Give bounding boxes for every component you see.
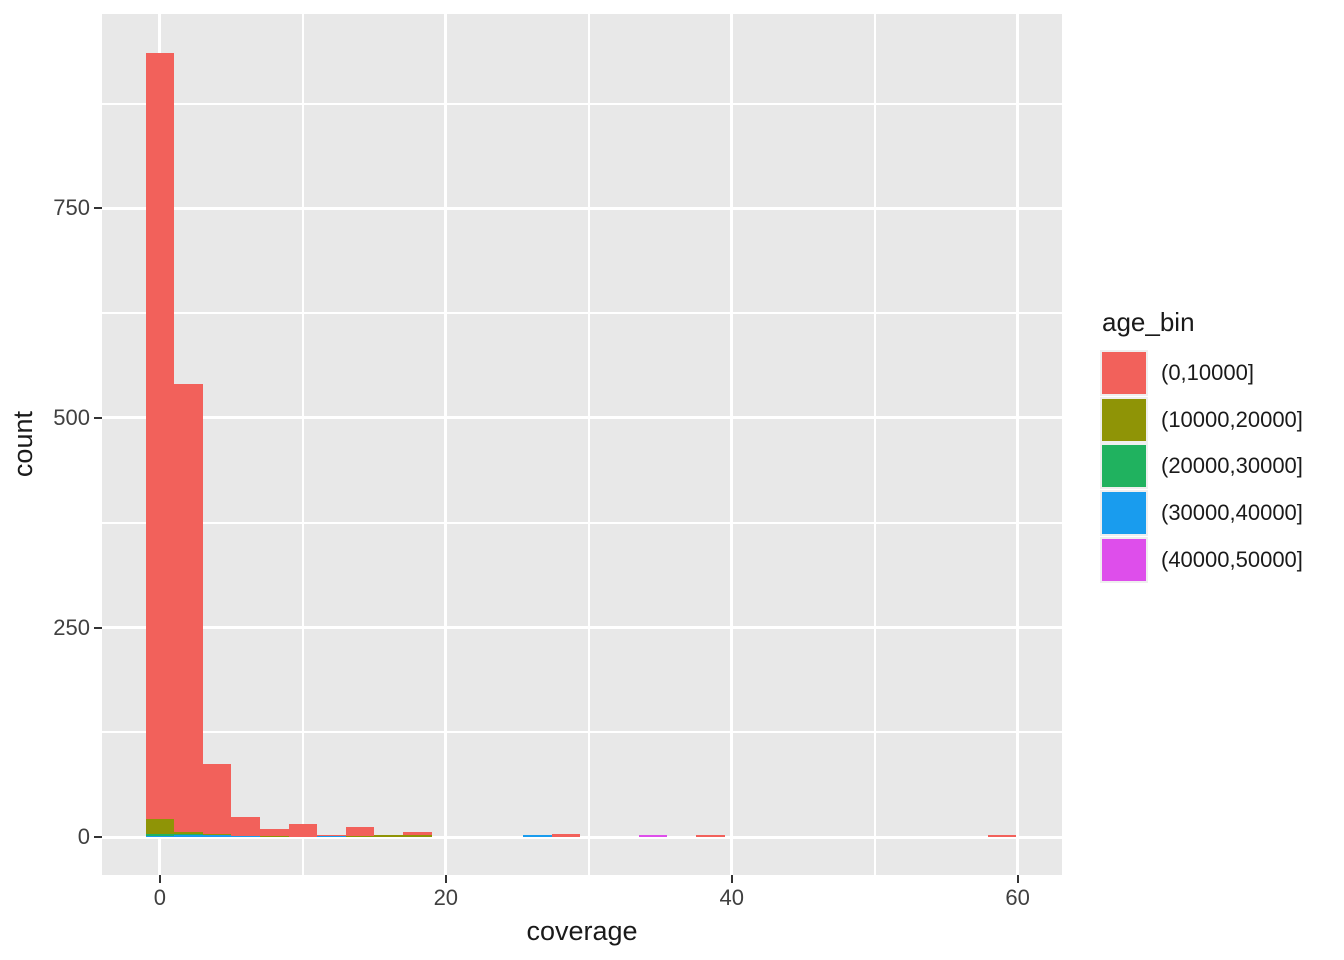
legend-label: (20000,30000] xyxy=(1161,453,1303,479)
bar-segment xyxy=(696,835,725,838)
legend-key: (40000,50000] xyxy=(1102,536,1340,583)
y-tick-mark xyxy=(94,836,102,839)
x-tick-mark xyxy=(1016,875,1019,883)
x-major-gridline xyxy=(730,14,734,875)
y-minor-gridline xyxy=(102,312,1062,315)
legend-key: (30000,40000] xyxy=(1102,490,1340,537)
bar-segment xyxy=(288,824,318,838)
bar-segment xyxy=(259,836,289,838)
legend: age_bin (0,10000] (10000,20000] (20000,300… xyxy=(1102,306,1340,583)
bar-segment xyxy=(231,816,260,837)
y-major-gridline xyxy=(102,206,1062,210)
bar-segment xyxy=(402,835,432,838)
x-minor-gridline xyxy=(587,14,590,875)
bar-segment xyxy=(174,831,203,835)
y-minor-gridline xyxy=(102,521,1062,524)
bar-segment xyxy=(317,834,346,836)
legend-label: (40000,50000] xyxy=(1161,546,1303,572)
x-axis-title: coverage xyxy=(526,916,638,946)
bar-segment xyxy=(145,819,175,834)
y-tick-label: 0 xyxy=(77,824,90,850)
bar-segment xyxy=(374,834,403,838)
bar-segment xyxy=(145,53,175,820)
legend-key: (20000,30000] xyxy=(1102,443,1340,490)
bar-segment xyxy=(231,836,260,838)
bar-segment xyxy=(202,834,232,838)
legend-title: age_bin xyxy=(1102,307,1195,337)
y-major-gridline xyxy=(102,835,1062,839)
x-minor-gridline xyxy=(873,14,876,875)
plot-panel xyxy=(102,14,1062,875)
y-axis-title-wrap: count xyxy=(6,14,40,875)
bar-segment xyxy=(202,834,232,836)
x-major-gridline xyxy=(444,14,448,875)
legend-swatch xyxy=(1102,398,1146,441)
bar-segment xyxy=(145,835,175,838)
legend-swatch xyxy=(1102,352,1146,395)
x-tick-label: 40 xyxy=(719,885,744,910)
y-minor-gridline xyxy=(102,731,1062,734)
bar-segment xyxy=(202,763,232,835)
bar-segment xyxy=(638,834,668,838)
x-major-gridline xyxy=(1016,14,1020,875)
legend-key: (10000,20000] xyxy=(1102,397,1340,444)
y-tick-mark xyxy=(94,207,102,210)
bar-segment xyxy=(345,835,375,838)
bar-segment xyxy=(523,834,552,838)
bar-segment xyxy=(402,832,432,836)
x-minor-gridline xyxy=(301,14,304,875)
legend-label: (0,10000] xyxy=(1161,360,1254,386)
y-tick-mark xyxy=(94,416,102,419)
x-tick-mark xyxy=(158,875,161,883)
bar-segment xyxy=(174,834,203,836)
y-tick-mark xyxy=(94,626,102,629)
bar-segment xyxy=(259,828,289,837)
legend-swatch xyxy=(1102,492,1146,535)
legend-swatch xyxy=(1102,445,1146,488)
bar-segment xyxy=(345,827,375,836)
legend-key: (0,10000] xyxy=(1102,350,1340,397)
legend-label: (10000,20000] xyxy=(1161,406,1303,432)
x-tick-mark xyxy=(444,875,447,883)
y-tick-label: 250 xyxy=(53,614,90,640)
y-major-gridline xyxy=(102,626,1062,629)
x-tick-mark xyxy=(730,875,733,883)
bar-segment xyxy=(174,834,203,838)
legend-keys: (0,10000] (10000,20000] (20000,30000] (3000… xyxy=(1102,350,1340,583)
y-major-gridline xyxy=(102,416,1062,420)
x-tick-label: 0 xyxy=(153,885,167,910)
y-tick-label: 750 xyxy=(53,195,90,221)
bar-segment xyxy=(551,834,581,838)
bar-segment xyxy=(174,384,203,832)
y-axis-title: count xyxy=(7,411,38,478)
legend-label: (30000,40000] xyxy=(1161,500,1303,526)
bar-segment xyxy=(145,833,175,836)
bar-segment xyxy=(987,834,1017,838)
legend-swatch xyxy=(1102,538,1146,581)
y-tick-label: 500 xyxy=(53,404,90,430)
x-tick-label: 20 xyxy=(433,885,459,910)
y-minor-gridline xyxy=(102,102,1062,105)
bar-segment xyxy=(317,835,346,838)
x-tick-label: 60 xyxy=(1005,885,1030,910)
